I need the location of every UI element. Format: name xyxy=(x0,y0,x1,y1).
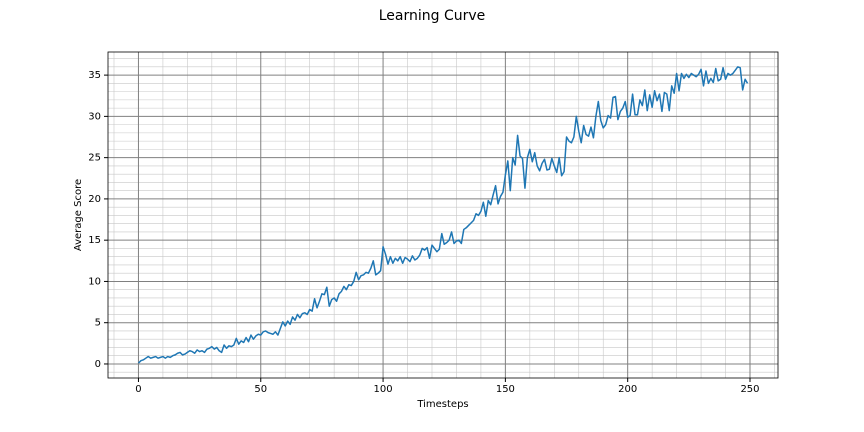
y-tick-label: 10 xyxy=(88,276,101,287)
y-tick-label: 5 xyxy=(95,318,101,329)
x-tick-label: 0 xyxy=(135,384,141,395)
axes-frame xyxy=(107,51,779,379)
x-tick-label: 50 xyxy=(254,384,267,395)
x-tick-label: 100 xyxy=(374,384,393,395)
y-tick-label: 20 xyxy=(88,194,101,205)
y-tick-label: 15 xyxy=(88,235,101,246)
data-line xyxy=(137,66,749,364)
x-tick-label: 250 xyxy=(740,384,759,395)
y-tick-label: 25 xyxy=(88,153,101,164)
x-axis-label: Timesteps xyxy=(416,399,468,410)
y-tick-label: 35 xyxy=(88,70,101,81)
y-tick-label: 30 xyxy=(88,111,101,122)
y-tick-label: 0 xyxy=(95,359,101,370)
chart-title: Learning Curve xyxy=(379,8,486,24)
x-tick-label: 200 xyxy=(618,384,637,395)
y-axis-label: Average Score xyxy=(73,179,84,251)
x-tick-label: 150 xyxy=(496,384,515,395)
